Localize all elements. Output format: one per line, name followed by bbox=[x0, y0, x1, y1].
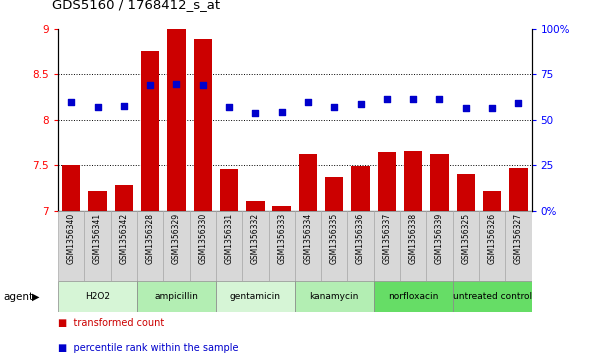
Text: GSM1356340: GSM1356340 bbox=[67, 213, 76, 264]
Point bbox=[172, 81, 181, 87]
Text: GSM1356337: GSM1356337 bbox=[382, 213, 392, 264]
Text: GSM1356339: GSM1356339 bbox=[435, 213, 444, 264]
Text: norfloxacin: norfloxacin bbox=[388, 292, 438, 301]
Bar bbox=[194, 39, 212, 211]
Bar bbox=[137, 281, 216, 312]
Point bbox=[513, 101, 523, 106]
Bar bbox=[483, 191, 501, 211]
Bar bbox=[242, 211, 268, 281]
Text: GSM1356336: GSM1356336 bbox=[356, 213, 365, 264]
Point bbox=[356, 101, 365, 107]
Text: GDS5160 / 1768412_s_at: GDS5160 / 1768412_s_at bbox=[52, 0, 220, 11]
Text: ■  percentile rank within the sample: ■ percentile rank within the sample bbox=[58, 343, 238, 354]
Text: GSM1356338: GSM1356338 bbox=[409, 213, 418, 264]
Bar bbox=[426, 211, 453, 281]
Bar bbox=[295, 211, 321, 281]
Text: GSM1356326: GSM1356326 bbox=[488, 213, 497, 264]
Point bbox=[329, 104, 339, 110]
Bar bbox=[246, 200, 265, 211]
Bar bbox=[273, 206, 291, 211]
Bar bbox=[220, 169, 238, 211]
Text: GSM1356328: GSM1356328 bbox=[145, 213, 155, 264]
Bar bbox=[111, 211, 137, 281]
Text: untreated control: untreated control bbox=[453, 292, 532, 301]
Point bbox=[93, 104, 103, 110]
Bar bbox=[505, 211, 532, 281]
Bar bbox=[299, 154, 317, 211]
Text: GSM1356330: GSM1356330 bbox=[198, 213, 207, 264]
Bar bbox=[400, 211, 426, 281]
Bar bbox=[321, 211, 348, 281]
Text: H2O2: H2O2 bbox=[85, 292, 110, 301]
Text: gentamicin: gentamicin bbox=[230, 292, 281, 301]
Point bbox=[119, 103, 129, 109]
Bar bbox=[351, 166, 370, 211]
Bar bbox=[167, 29, 186, 211]
Bar bbox=[58, 211, 84, 281]
Bar bbox=[453, 211, 479, 281]
Text: GSM1356329: GSM1356329 bbox=[172, 213, 181, 264]
Text: kanamycin: kanamycin bbox=[310, 292, 359, 301]
Bar bbox=[404, 151, 422, 211]
Point bbox=[224, 104, 234, 110]
Bar bbox=[216, 281, 295, 312]
Bar bbox=[216, 211, 242, 281]
Text: GSM1356325: GSM1356325 bbox=[461, 213, 470, 264]
Point bbox=[198, 82, 208, 88]
Text: agent: agent bbox=[3, 292, 33, 302]
Bar bbox=[453, 281, 532, 312]
Bar bbox=[430, 154, 448, 211]
Bar bbox=[295, 281, 374, 312]
Bar bbox=[115, 185, 133, 211]
Text: GSM1356341: GSM1356341 bbox=[93, 213, 102, 264]
Bar bbox=[141, 51, 159, 211]
Text: GSM1356342: GSM1356342 bbox=[119, 213, 128, 264]
Bar bbox=[137, 211, 163, 281]
Bar bbox=[374, 211, 400, 281]
Point bbox=[408, 96, 418, 102]
Bar bbox=[456, 174, 475, 211]
Bar bbox=[89, 191, 107, 211]
Bar bbox=[348, 211, 374, 281]
Text: ■  transformed count: ■ transformed count bbox=[58, 318, 164, 328]
Text: ▶: ▶ bbox=[32, 292, 39, 302]
Point bbox=[145, 82, 155, 88]
Text: GSM1356331: GSM1356331 bbox=[224, 213, 233, 264]
Bar bbox=[58, 281, 137, 312]
Point bbox=[487, 105, 497, 111]
Bar bbox=[378, 151, 396, 211]
Bar bbox=[479, 211, 505, 281]
Bar bbox=[84, 211, 111, 281]
Text: GSM1356335: GSM1356335 bbox=[330, 213, 338, 264]
Text: GSM1356332: GSM1356332 bbox=[251, 213, 260, 264]
Bar bbox=[509, 168, 528, 211]
Bar bbox=[374, 281, 453, 312]
Bar bbox=[62, 165, 81, 211]
Point bbox=[461, 105, 470, 111]
Point bbox=[251, 110, 260, 115]
Point bbox=[303, 99, 313, 105]
Point bbox=[382, 96, 392, 102]
Point bbox=[277, 109, 287, 114]
Bar bbox=[268, 211, 295, 281]
Bar bbox=[189, 211, 216, 281]
Text: GSM1356333: GSM1356333 bbox=[277, 213, 286, 264]
Text: GSM1356327: GSM1356327 bbox=[514, 213, 523, 264]
Text: GSM1356334: GSM1356334 bbox=[304, 213, 312, 264]
Bar bbox=[325, 177, 343, 211]
Point bbox=[67, 99, 76, 105]
Bar bbox=[163, 211, 189, 281]
Point bbox=[434, 96, 444, 102]
Text: ampicillin: ampicillin bbox=[155, 292, 199, 301]
